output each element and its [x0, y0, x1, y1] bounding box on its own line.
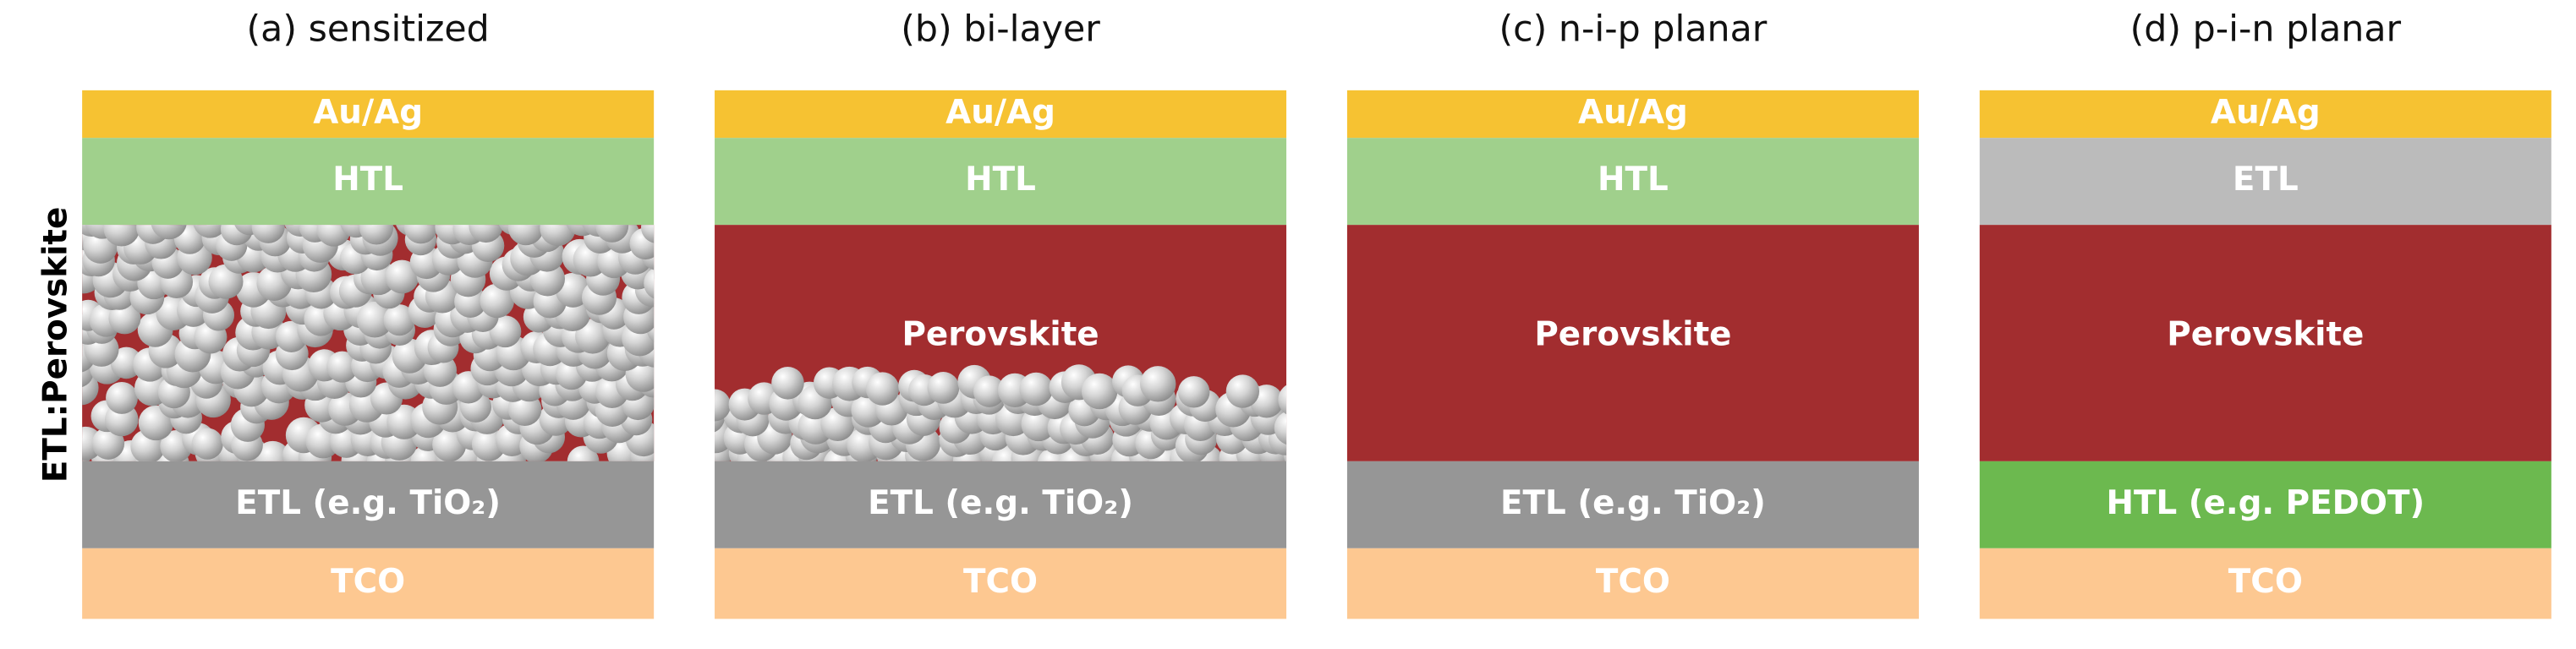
layer-label: HTL [332, 161, 403, 199]
nanoparticle [1278, 384, 1287, 415]
layer [1346, 548, 1919, 619]
nanoparticle [927, 372, 960, 404]
nanoparticle [469, 225, 503, 243]
nanoparticle [106, 381, 138, 414]
layer-label: TCO [2228, 563, 2303, 601]
nanoparticle [403, 225, 438, 244]
layer [1979, 461, 2551, 548]
device-stack [1346, 90, 1919, 619]
layer [715, 461, 1287, 548]
layer-label: Au/Ag [1578, 94, 1688, 132]
nanoparticle [641, 225, 655, 243]
layer [82, 461, 655, 548]
nanoparticle [595, 225, 629, 243]
nanoparticle [973, 375, 1006, 407]
nanoparticle [383, 304, 415, 336]
nanoparticle [1081, 373, 1118, 410]
layer [1979, 548, 2551, 619]
layer-label: Au/Ag [2211, 94, 2321, 132]
layer-label: ETL (e.g. TiO₂) [868, 484, 1133, 522]
nanoparticle [359, 225, 394, 245]
layer-label: HTL (e.g. PEDOT) [2106, 484, 2425, 522]
nanoparticle [540, 225, 576, 247]
device-stack [1979, 90, 2551, 619]
layer [1346, 225, 1919, 461]
layer [1346, 138, 1919, 226]
nanoparticle [316, 225, 351, 247]
nanoparticle [326, 351, 359, 383]
nanoparticles [82, 225, 655, 461]
nanoparticle [715, 389, 732, 422]
layer [1979, 225, 2551, 461]
nanoparticle [255, 440, 291, 461]
nanoparticle [193, 225, 227, 238]
nanoparticle [1274, 411, 1287, 445]
panel-title: (c) n-i-p planar [1499, 8, 1768, 50]
layer-label: TCO [1596, 563, 1670, 601]
layer [715, 548, 1287, 619]
layer-label: TCO [331, 563, 405, 601]
nanoparticles [715, 364, 1287, 461]
layer-label: HTL [965, 161, 1036, 199]
panel-title: (d) p-i-n planar [2130, 8, 2402, 50]
nanoparticle [1177, 376, 1210, 408]
layer-label: ETL (e.g. TiO₂) [1500, 484, 1766, 522]
layer-label: ETL [2233, 161, 2299, 199]
nanoparticle [865, 372, 900, 406]
layer [1979, 90, 2551, 139]
nanoparticle [1019, 372, 1053, 406]
nanoparticle [771, 367, 804, 400]
nanoparticle [151, 225, 187, 240]
layer-label: ETL (e.g. TiO₂) [235, 484, 501, 522]
nanoparticle [1225, 374, 1260, 408]
layer-label: HTL [1598, 161, 1669, 199]
nanoparticle [385, 259, 419, 294]
layer [715, 90, 1287, 139]
layer-label: Perovskite [2167, 316, 2364, 354]
layer-label: TCO [963, 563, 1038, 601]
layer [82, 548, 655, 619]
nanoparticle [356, 301, 393, 338]
layer [1346, 90, 1919, 139]
nanoparticle [108, 302, 141, 335]
layer [715, 138, 1287, 226]
nanoparticle [489, 315, 522, 348]
nanoparticle [575, 319, 611, 354]
layer-label: Perovskite [1534, 316, 1731, 354]
layer-label: Perovskite [902, 316, 1099, 354]
layer-label: Au/Ag [313, 94, 423, 132]
layer [1979, 138, 2551, 226]
nanoparticle [103, 225, 140, 247]
nanoparticle [191, 428, 223, 460]
nanoparticle [644, 268, 655, 299]
side-label: ETL:Perovskite [37, 207, 75, 483]
nanoparticle [1140, 366, 1176, 402]
nanoparticle [251, 225, 285, 243]
nanoparticle [1283, 444, 1287, 461]
layer [82, 138, 655, 226]
panel-title: (a) sensitized [247, 8, 490, 50]
layer [82, 90, 655, 139]
layer [1346, 461, 1919, 548]
nanoparticle [480, 283, 515, 319]
layer-label: Au/Ag [945, 94, 1055, 132]
panel-title: (b) bi-layer [901, 8, 1100, 50]
nanoparticle [507, 225, 544, 246]
